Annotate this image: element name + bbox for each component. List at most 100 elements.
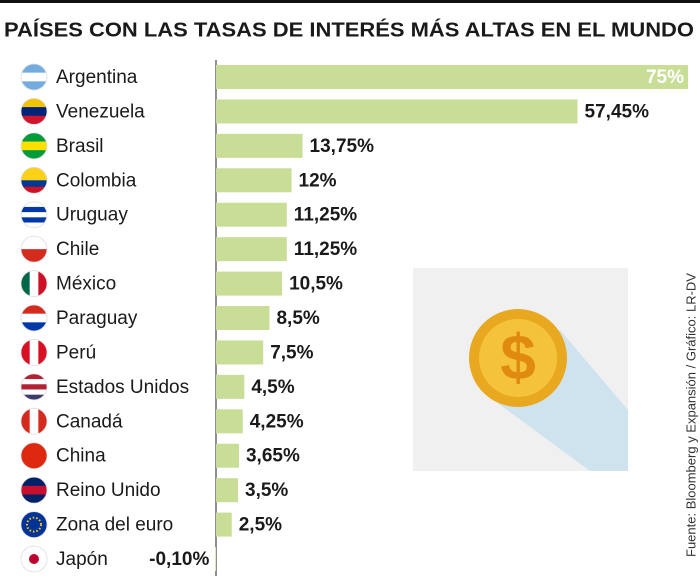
flag-stripe — [38, 270, 47, 297]
flag-stripe — [21, 98, 47, 108]
flag-stripe — [21, 379, 47, 385]
flag-border — [20, 476, 48, 504]
value-label: 57,45% — [585, 101, 650, 122]
flag-stripe — [38, 339, 47, 366]
flag-stripe — [21, 222, 47, 228]
flag-stripe — [21, 81, 47, 90]
flag — [21, 64, 47, 90]
flag-stripe — [21, 305, 47, 315]
flag-stripe — [29, 408, 39, 435]
bar — [216, 443, 239, 468]
flag — [21, 236, 47, 263]
top-rule — [0, 0, 700, 3]
bar — [216, 374, 245, 399]
value-label: 4,25% — [250, 411, 304, 432]
bar — [216, 478, 239, 503]
bar — [216, 237, 287, 262]
bar — [216, 99, 578, 124]
flag — [21, 477, 47, 504]
flag — [21, 201, 47, 228]
flag — [21, 408, 47, 435]
category-label: Uruguay — [56, 205, 128, 226]
flag-stripe — [21, 132, 47, 143]
flag-border — [20, 442, 48, 470]
flag-stripe — [21, 494, 47, 504]
category-label: México — [56, 274, 116, 295]
flag — [21, 442, 47, 469]
bar — [216, 271, 283, 296]
flag-stripe — [21, 107, 47, 117]
flag-stripe — [21, 217, 47, 224]
flag-stripe — [21, 236, 47, 250]
flag-stripe — [21, 270, 31, 297]
flag-stripe — [21, 339, 31, 366]
bars — [215, 65, 688, 572]
bar — [216, 65, 688, 89]
category-label: Colombia — [56, 170, 137, 191]
flag — [21, 511, 47, 538]
category-label: Paraguay — [56, 308, 138, 329]
chart-title: PAÍSES CON LAS TASAS DE INTERÉS MÁS ALTA… — [4, 18, 694, 41]
value-label: -0,10% — [149, 549, 209, 570]
flag-stripe — [21, 322, 47, 332]
flag-stripe — [21, 186, 47, 194]
value-label: 7,5% — [270, 342, 313, 363]
flag-stripe — [21, 394, 47, 400]
flag-stripe — [21, 511, 47, 538]
flag-stripe — [21, 167, 47, 175]
illustration: $ — [413, 268, 628, 471]
flag-border — [20, 339, 48, 366]
source: Fuente: Bloomberg y Expansión / Gráfico:… — [683, 273, 698, 557]
category-label: Venezuela — [56, 101, 145, 122]
value-label: 8,5% — [276, 308, 319, 329]
category-label: Japón — [56, 549, 108, 570]
flag — [21, 167, 47, 194]
flag-stripe — [21, 477, 47, 487]
value-label: 10,5% — [289, 274, 343, 295]
category-label: Zona del euro — [56, 515, 173, 536]
value-label: 13,75% — [310, 136, 375, 157]
flag — [21, 132, 47, 159]
value-label: 3,65% — [246, 446, 300, 467]
flag-stripe — [21, 180, 47, 188]
category-label: China — [56, 446, 106, 467]
bar — [216, 168, 292, 193]
flag-stripe — [21, 150, 47, 159]
category-label: Canadá — [56, 411, 123, 432]
value-label: 12% — [299, 170, 337, 191]
flag-stripe — [21, 72, 47, 82]
flag-stripe — [21, 249, 47, 263]
flag-stripe — [21, 373, 47, 380]
flag — [21, 373, 47, 400]
bar — [216, 340, 264, 365]
flag-sun — [29, 554, 39, 565]
flag — [21, 270, 47, 297]
category-label: Chile — [56, 239, 99, 260]
flag-border — [20, 201, 48, 229]
value-label: 11,25% — [294, 239, 357, 260]
flag-border — [20, 407, 48, 435]
flag-border — [20, 235, 48, 263]
flag-border — [20, 63, 48, 91]
flag-stripe — [21, 313, 47, 323]
bar — [216, 409, 243, 434]
flag-border — [20, 373, 48, 401]
flag-border — [20, 511, 48, 538]
category-label: Argentina — [56, 67, 138, 88]
bar — [216, 512, 232, 537]
flag-border — [20, 98, 48, 125]
value-label: 11,25% — [294, 205, 357, 226]
flag-stripe — [21, 408, 31, 435]
flag-border — [20, 166, 48, 194]
flag-stripe — [29, 270, 39, 297]
category-label: Reino Unido — [56, 480, 161, 501]
bar — [215, 547, 216, 572]
category-label: Estados Unidos — [56, 377, 189, 398]
value-label: 4,5% — [251, 377, 294, 398]
flag — [21, 339, 47, 366]
flag-stripe — [21, 201, 47, 208]
flag-stripe — [21, 173, 47, 181]
flag-stripe — [21, 115, 47, 125]
flag — [21, 546, 47, 573]
